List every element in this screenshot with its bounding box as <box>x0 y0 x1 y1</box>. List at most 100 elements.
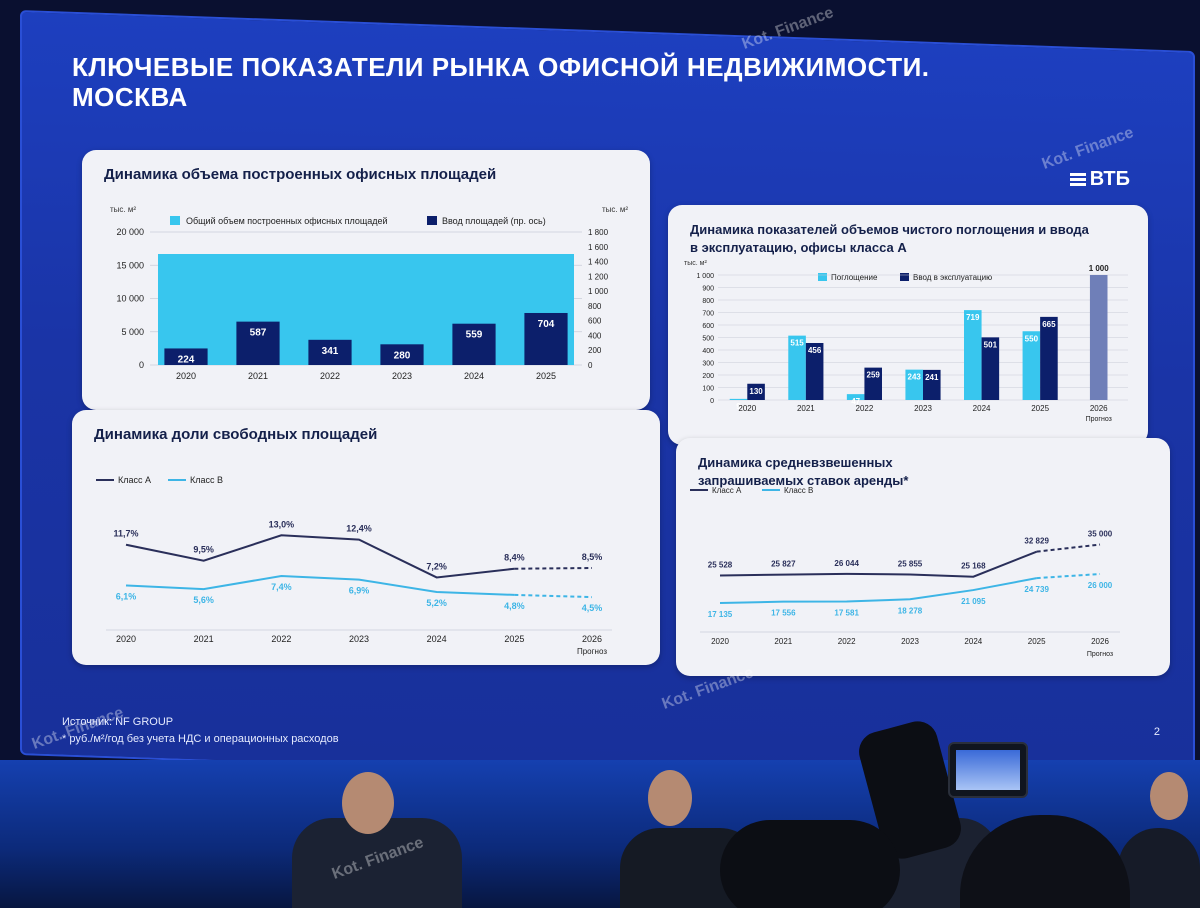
legend-label-b: Класс В <box>190 475 223 485</box>
forecast-label: Прогноз <box>577 647 607 656</box>
y2-tick-label: 800 <box>588 302 602 311</box>
series-line-a <box>719 550 1038 578</box>
brand-name: ВТБ <box>1089 168 1130 190</box>
legend-swatch-absorption <box>818 273 827 281</box>
x-tick-label: 2024 <box>964 637 982 646</box>
data-label: 6,9% <box>349 586 370 596</box>
x-tick-label: 2025 <box>536 371 556 381</box>
panelist-4 <box>1118 828 1200 908</box>
data-label: 9,5% <box>193 545 214 555</box>
data-label: 25 528 <box>708 561 733 570</box>
x-tick-label: 2022 <box>271 634 291 644</box>
bar-input <box>380 344 424 365</box>
chart-title: Динамика доли свободных площадей <box>94 426 378 443</box>
chart-card-built-area: Динамика объема построенных офисных площ… <box>82 150 650 410</box>
bar-absorption <box>846 394 865 400</box>
data-label: 26 000 <box>1088 581 1113 590</box>
y2-tick-label: 200 <box>588 346 602 355</box>
x-tick-label: 2026 <box>1091 637 1109 646</box>
x-tick-label: 2023 <box>349 634 369 644</box>
x-tick-label: 2023 <box>901 637 919 646</box>
footnote: * руб./м²/год без учета НДС и операционн… <box>62 733 339 745</box>
bar-input <box>308 339 352 365</box>
y-tick-label: 5 000 <box>121 327 144 337</box>
legend-label-b: Класс В <box>784 486 813 495</box>
bar-value-label: 224 <box>178 354 195 365</box>
data-label: 24 739 <box>1024 585 1049 594</box>
bar-value-label: 241 <box>925 373 939 382</box>
series-line-b <box>719 577 1037 605</box>
page-number: 2 <box>1153 726 1160 738</box>
bar-absorption <box>729 398 748 400</box>
series-line-a <box>125 534 515 579</box>
x-tick-label: 2020 <box>738 404 756 413</box>
x-tick-label: 2021 <box>797 404 815 413</box>
y-tick-label: 15 000 <box>116 260 144 270</box>
bar-input <box>1040 316 1058 400</box>
bar-value-label: 719 <box>966 313 980 322</box>
series-line-forecast <box>1036 573 1101 580</box>
bar-value-label: 550 <box>1025 334 1039 343</box>
bar-input <box>1089 275 1108 400</box>
bar-value-label: 515 <box>790 339 804 348</box>
data-label: 17 556 <box>771 609 796 618</box>
chart-card-vacancy: Динамика доли свободных площадей Класс А… <box>72 410 660 665</box>
y-tick-label: 700 <box>702 311 714 318</box>
y2-tick-label: 1 200 <box>588 272 609 281</box>
series-line-forecast <box>514 593 593 599</box>
bar-value-label: 559 <box>466 330 483 341</box>
y2-tick-label: 1 000 <box>588 287 609 296</box>
phone-camera <box>948 742 1028 798</box>
chart-absorption: тыс. м² Поглощение Ввод в эксплуатацию 0 100… <box>684 260 1128 423</box>
y-tick-label: 0 <box>139 360 144 370</box>
y2-tick-label: 400 <box>588 331 602 340</box>
bar-absorption <box>964 310 982 400</box>
data-label: 7,4% <box>271 582 292 592</box>
x-tick-label: 2024 <box>973 404 991 413</box>
x-tick-label: 2022 <box>320 371 340 381</box>
bar-value-label: 341 <box>322 346 339 357</box>
forecast-label: Прогноз <box>1087 651 1113 658</box>
y-tick-label: 800 <box>702 298 714 305</box>
bar-input <box>236 321 280 365</box>
data-label: 8,4% <box>504 553 525 563</box>
slide-title: КЛЮЧЕВЫЕ ПОКАЗАТЕЛИ РЫНКА ОФИСНОЙ НЕДВИЖ… <box>72 52 930 112</box>
legend-label-input: Ввод площадей (пр. ось) <box>442 216 546 226</box>
y2-tick-label: 1 600 <box>588 243 609 252</box>
y-tick-label: 0 <box>710 398 714 405</box>
bar-value-label: 1 000 <box>1089 264 1110 273</box>
data-label: 21 095 <box>961 597 986 606</box>
chart-card-absorption: Динамика показателей объемов чистого пог… <box>668 205 1148 445</box>
legend-label-input: Ввод в эксплуатацию <box>913 273 992 282</box>
legend-label-a: Класс А <box>712 486 742 495</box>
bar-input <box>923 369 941 400</box>
data-label: 5,6% <box>193 595 214 605</box>
x-tick-label: 2023 <box>392 371 412 381</box>
y-tick-label: 1 000 <box>696 273 714 280</box>
y-axis-label: тыс. м² <box>684 260 707 267</box>
bar-absorption <box>788 335 806 400</box>
bar-input <box>981 337 1000 400</box>
data-label: 26 044 <box>834 559 859 568</box>
data-label: 25 827 <box>771 560 796 569</box>
data-label: 25 855 <box>898 559 923 568</box>
series-line-forecast <box>1036 543 1101 553</box>
bar-input <box>452 323 496 365</box>
vtb-logo: ВТБ <box>1069 168 1130 191</box>
y2-tick-label: 1 400 <box>588 258 609 267</box>
series-line-forecast <box>514 567 593 570</box>
y-tick-label: 900 <box>702 286 714 293</box>
x-tick-label: 2025 <box>504 634 524 644</box>
slide-footer: Источник: NF GROUP * руб./м²/год без уче… <box>62 714 339 748</box>
phone-screen <box>956 750 1020 790</box>
bar-input <box>805 343 824 400</box>
bar-value-label: 259 <box>867 371 881 380</box>
y-tick-label: 400 <box>702 348 714 355</box>
bar-value-label: 665 <box>1042 320 1056 329</box>
data-label: 8,5% <box>582 552 603 562</box>
data-label: 7,2% <box>426 561 447 571</box>
panelist-1-head <box>342 772 394 834</box>
bar-absorption <box>1022 331 1041 400</box>
data-label: 32 829 <box>1024 537 1049 546</box>
